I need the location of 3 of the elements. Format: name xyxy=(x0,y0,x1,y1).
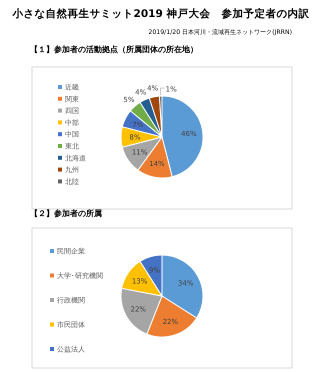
chart-title: 【２】参加者の所属 xyxy=(30,208,102,218)
text: 小さな自然再生サミット2019 神戸大会 参加予定者の内訳 xyxy=(12,7,310,20)
chart-title: 【１】参加者の活動拠点（所属団体の所在地） xyxy=(30,44,198,54)
